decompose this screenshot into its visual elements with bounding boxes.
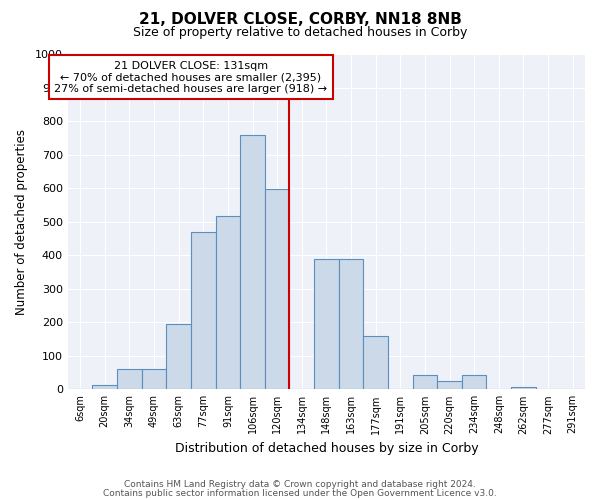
Text: Contains HM Land Registry data © Crown copyright and database right 2024.: Contains HM Land Registry data © Crown c… (124, 480, 476, 489)
Text: Size of property relative to detached houses in Corby: Size of property relative to detached ho… (133, 26, 467, 39)
Bar (215, 216, 240, 390)
Bar (166, 324, 191, 390)
Bar (117, 368, 142, 390)
Bar (265, 189, 289, 390)
Bar (142, 368, 166, 390)
Bar (462, 375, 487, 390)
Text: 21, DOLVER CLOSE, CORBY, NN18 8NB: 21, DOLVER CLOSE, CORBY, NN18 8NB (139, 12, 461, 28)
Bar (191, 232, 215, 390)
Bar (437, 381, 462, 390)
Y-axis label: Number of detached properties: Number of detached properties (15, 128, 28, 314)
Bar (413, 375, 437, 390)
Bar (314, 258, 339, 390)
Bar (92, 385, 117, 390)
Bar (339, 258, 364, 390)
Bar (240, 136, 265, 390)
Bar (511, 387, 536, 390)
Text: 21 DOLVER CLOSE: 131sqm
← 70% of detached houses are smaller (2,395)
27% of semi: 21 DOLVER CLOSE: 131sqm ← 70% of detache… (55, 60, 328, 94)
X-axis label: Distribution of detached houses by size in Corby: Distribution of detached houses by size … (175, 442, 478, 455)
Bar (364, 336, 388, 390)
Text: Contains public sector information licensed under the Open Government Licence v3: Contains public sector information licen… (103, 488, 497, 498)
